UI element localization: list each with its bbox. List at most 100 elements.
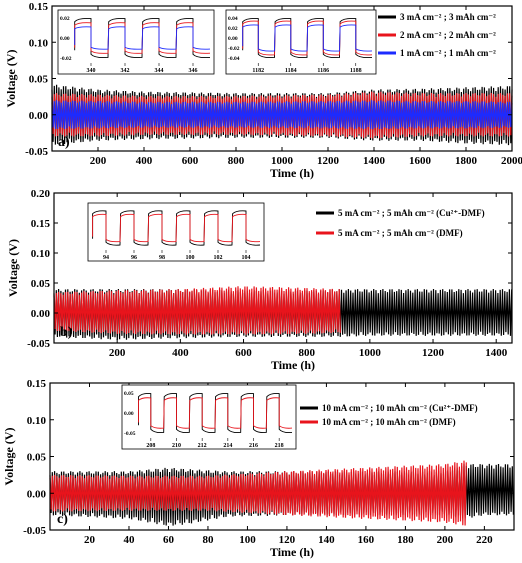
series-line-a-3 bbox=[51, 100, 513, 130]
inset-y-tick-label: 0.05 bbox=[124, 391, 134, 397]
y-tick-label: 0.15 bbox=[27, 378, 47, 390]
x-tick-label: 600 bbox=[182, 155, 199, 167]
x-tick-label: 1200 bbox=[317, 155, 340, 167]
y-axis-title: Voltage (V) bbox=[4, 50, 18, 108]
panel-a: 200 400 600 800 1000 1200 1400 1600 1800 2000 -0.0… bbox=[4, 1, 522, 180]
inset-x-tick-label: 1186 bbox=[317, 68, 329, 74]
inset-y-tick-label: -0.05 bbox=[124, 431, 136, 437]
x-tick-label: 120 bbox=[279, 534, 296, 546]
x-tick-label: 1600 bbox=[409, 155, 432, 167]
inset-x-tick-label: 1188 bbox=[350, 68, 362, 74]
x-tick-label: 400 bbox=[172, 347, 189, 359]
inset-x-tick-label: 208 bbox=[146, 443, 155, 449]
x-tick-label: 1800 bbox=[455, 155, 478, 167]
x-axis-title: Time (h) bbox=[270, 166, 314, 180]
y-tick-label: 0.05 bbox=[31, 278, 51, 290]
x-tick-label: 100 bbox=[239, 534, 256, 546]
legend-text: 10 mA cm⁻² ; 10 mAh cm⁻² (Cu²⁺-DMF) bbox=[322, 403, 478, 413]
x-tick-label: 80 bbox=[202, 534, 214, 546]
inset-series-line bbox=[242, 24, 373, 52]
y-tick-label: 0.05 bbox=[29, 74, 49, 86]
inset-x-tick-label: 218 bbox=[275, 443, 284, 449]
inset-x-tick-label: 96 bbox=[131, 255, 137, 261]
inset-y-tick-label: 0.00 bbox=[228, 36, 238, 42]
inset-y-tick-label: 0.02 bbox=[228, 26, 238, 32]
inset-x-tick-label: 1184 bbox=[285, 68, 297, 74]
x-axis-title: Time (h) bbox=[270, 545, 314, 559]
inset-series-line bbox=[242, 17, 373, 59]
y-tick-label: 0.00 bbox=[31, 308, 51, 320]
y-tick-label: 0.10 bbox=[29, 37, 49, 49]
y-tick-label: 0.20 bbox=[31, 188, 51, 200]
inset-series-line bbox=[138, 397, 293, 429]
inset-b-1: 94 96 98 100 102 104 bbox=[87, 202, 265, 262]
x-tick-label: 400 bbox=[136, 155, 153, 167]
inset-x-tick-label: 210 bbox=[172, 443, 181, 449]
series-line-c-2 bbox=[49, 460, 467, 526]
inset-x-tick-label: 98 bbox=[159, 255, 165, 261]
y-tick-label: -0.05 bbox=[23, 525, 46, 537]
x-tick-label: 1000 bbox=[271, 155, 294, 167]
x-tick-label: 1400 bbox=[485, 347, 508, 359]
panel-label: a) bbox=[58, 135, 70, 150]
inset-y-tick-label: -0.04 bbox=[228, 56, 240, 62]
x-tick-label: 180 bbox=[397, 534, 414, 546]
inset-series-line bbox=[242, 20, 373, 56]
inset-series-line bbox=[74, 22, 211, 54]
inset-y-tick-label: -0.02 bbox=[228, 46, 240, 52]
y-tick-label: 0.05 bbox=[27, 452, 47, 464]
inset-c-1: 208 210 212 214 216 218 0.05 0.00 -0.05 bbox=[121, 384, 297, 450]
x-tick-label: 800 bbox=[228, 155, 245, 167]
inset-x-tick-label: 102 bbox=[214, 255, 223, 261]
inset-y-tick-label: 0.00 bbox=[60, 36, 70, 42]
y-tick-label: 0.00 bbox=[29, 110, 49, 122]
panel-c: 20 40 60 80 100 120 140 160 180 200 220 -0.05 0.00 0.… bbox=[2, 378, 515, 559]
x-axis-title: Time (h) bbox=[271, 358, 315, 372]
inset-x-tick-label: 340 bbox=[87, 68, 96, 74]
x-tick-label: 1400 bbox=[363, 155, 386, 167]
panel-label: c) bbox=[57, 512, 68, 527]
inset-frame bbox=[225, 9, 377, 75]
x-tick-label: 220 bbox=[476, 534, 493, 546]
y-tick-label: 0.15 bbox=[31, 218, 51, 230]
legend-text: 5 mA cm⁻² ; 5 mAh cm⁻² (Cu²⁺-DMF) bbox=[338, 208, 485, 218]
inset-series-line bbox=[74, 17, 211, 59]
inset-y-tick-label: 0.00 bbox=[124, 411, 134, 417]
y-axis-title: Voltage (V) bbox=[6, 239, 20, 297]
y-tick-label: 0.10 bbox=[27, 415, 47, 427]
x-tick-label: 200 bbox=[90, 155, 107, 167]
x-tick-label: 1000 bbox=[359, 347, 382, 359]
x-tick-label: 600 bbox=[235, 347, 252, 359]
plot-frame-b bbox=[53, 192, 513, 344]
y-tick-label: -0.05 bbox=[25, 146, 48, 158]
inset-x-tick-label: 1182 bbox=[252, 68, 264, 74]
legend-text: 5 mA cm⁻² ; 5 mAh cm⁻² (DMF) bbox=[338, 228, 463, 238]
inset-series-line bbox=[138, 392, 293, 434]
inset-series-line bbox=[74, 26, 211, 50]
inset-y-tick-label: -0.02 bbox=[60, 56, 72, 62]
inset-a-2: 1182 1184 1186 1188 0.04 0.02 0.00 -0.02 -0.04 bbox=[225, 9, 377, 75]
inset-x-tick-label: 216 bbox=[249, 443, 258, 449]
y-tick-label: -0.05 bbox=[27, 338, 50, 350]
inset-x-tick-label: 342 bbox=[121, 68, 130, 74]
inset-x-tick-label: 344 bbox=[155, 68, 164, 74]
y-axis-title: Voltage (V) bbox=[2, 428, 16, 486]
x-tick-label: 20 bbox=[84, 534, 96, 546]
x-tick-label: 200 bbox=[437, 534, 454, 546]
inset-x-tick-label: 100 bbox=[186, 255, 195, 261]
y-tick-label: 0.15 bbox=[29, 1, 49, 13]
inset-x-tick-label: 212 bbox=[198, 443, 207, 449]
inset-a-1: 340 342 344 346 0.02 0.00 -0.02 bbox=[57, 9, 215, 75]
inset-y-tick-label: 0.04 bbox=[228, 16, 238, 22]
x-tick-label: 60 bbox=[163, 534, 175, 546]
x-tick-label: 800 bbox=[298, 347, 315, 359]
panel-label: b) bbox=[60, 325, 73, 340]
inset-x-tick-label: 214 bbox=[223, 443, 232, 449]
legend-text: 1 mA cm⁻² ; 1 mAh cm⁻² bbox=[400, 48, 496, 58]
y-tick-label: 0.00 bbox=[27, 488, 47, 500]
legend-text: 2 mA cm⁻² ; 2 mAh cm⁻² bbox=[400, 30, 496, 40]
x-tick-label: 1200 bbox=[422, 347, 445, 359]
x-tick-label: 160 bbox=[358, 534, 375, 546]
x-tick-label: 2000 bbox=[501, 155, 522, 167]
